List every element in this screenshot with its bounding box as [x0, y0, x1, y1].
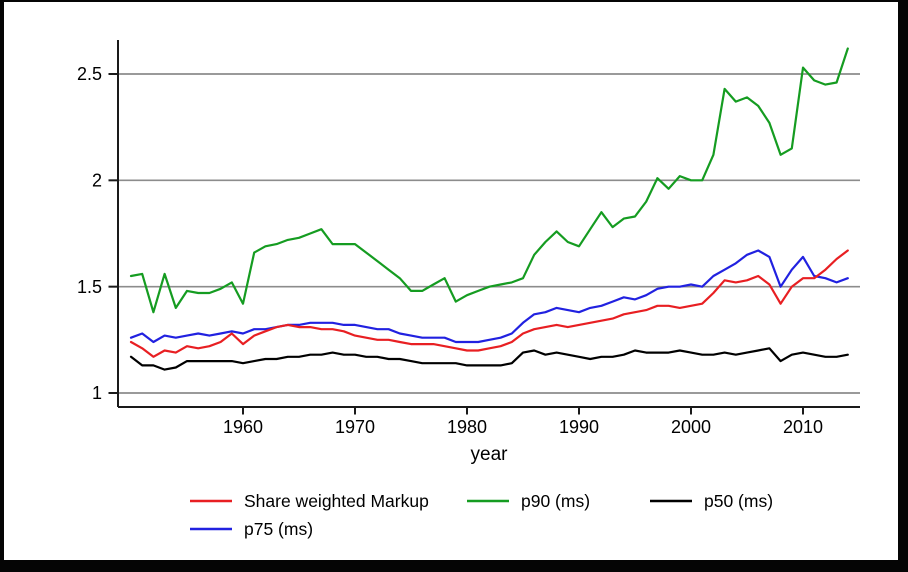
series-line-p50-ms: [129, 347, 849, 371]
y-gridlines: [118, 73, 860, 394]
x-tick-label: 1970: [335, 417, 375, 437]
series-line-share-weighted-markup: [129, 249, 849, 358]
x-tick-label: 2010: [783, 417, 823, 437]
legend-item: p90 (ms): [467, 491, 590, 511]
y-tick-label: 1.5: [77, 277, 102, 297]
legend-item: Share weighted Markup: [190, 491, 429, 511]
legend-item: p75 (ms): [190, 519, 313, 539]
legend: Share weighted Markup p90 (ms) p50 (ms) p75…: [190, 491, 773, 539]
chart-canvas: [4, 2, 898, 560]
legend-label: p90 (ms): [521, 491, 590, 511]
legend-label: p75 (ms): [244, 519, 313, 539]
legend-item: p50 (ms): [650, 491, 773, 511]
legend-label: p50 (ms): [704, 491, 773, 511]
series-lines: [129, 47, 849, 371]
x-tick-label: 1960: [223, 417, 263, 437]
x-axis-title: year: [471, 444, 509, 465]
x-tick-label: 1990: [559, 417, 599, 437]
x-tick-label: 2000: [671, 417, 711, 437]
x-axis-ticks: 1960 1970 1980 1990 2000 2010: [223, 407, 823, 437]
y-tick-label: 2.5: [77, 64, 102, 84]
y-axis-ticks: 1 1.5 2 2.5: [77, 64, 118, 403]
series-line-p75-ms: [129, 249, 849, 344]
y-tick-label: 1: [92, 383, 102, 403]
y-tick-label: 2: [92, 171, 102, 191]
legend-label: Share weighted Markup: [244, 491, 429, 511]
series-line-p90-ms: [129, 47, 849, 314]
x-tick-label: 1980: [447, 417, 487, 437]
